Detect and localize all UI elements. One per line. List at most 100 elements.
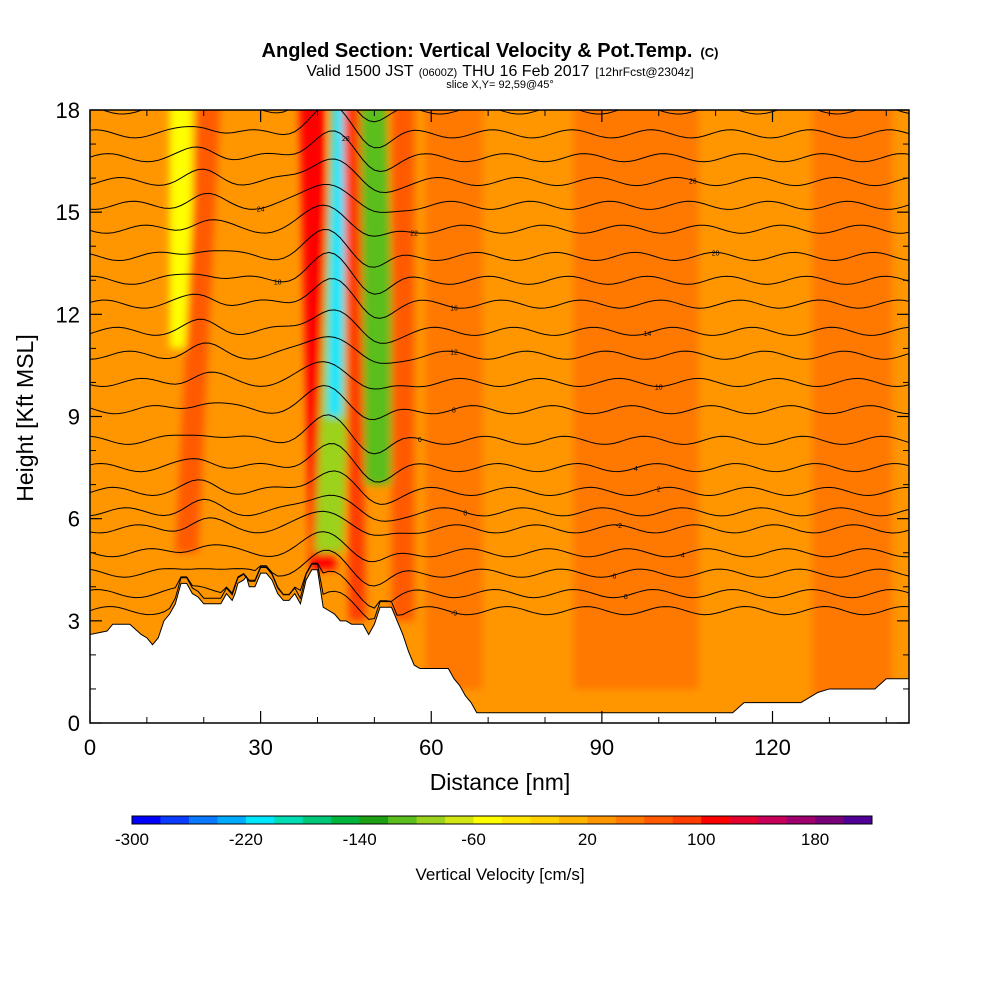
isentrope-4 <box>90 443 909 483</box>
velocity-field <box>169 110 892 723</box>
isentrope-6 <box>90 414 909 455</box>
colorbar-swatch <box>388 816 418 824</box>
isentrope-label-8: 8 <box>452 407 456 414</box>
colorbar-swatch <box>359 816 389 824</box>
isentrope-22 <box>90 204 909 237</box>
colorbar-tick-label: -60 <box>461 830 486 849</box>
isentrope-26 <box>90 158 909 194</box>
colorbar-swatch <box>274 816 304 824</box>
colorbar-swatch <box>587 816 617 824</box>
colorbar-swatch <box>160 816 190 824</box>
isentrope-label--6: -6 <box>610 573 616 580</box>
isentrope-label-22: 22 <box>410 231 418 238</box>
colorbar-swatch <box>672 816 702 824</box>
colorbar-tick-label: -300 <box>115 830 149 849</box>
x-tick-label: 30 <box>248 735 272 760</box>
isentrope-label-24: 24 <box>257 207 265 214</box>
isentrope-label-16: 16 <box>450 305 458 312</box>
colorbar-swatch <box>132 816 161 824</box>
isentrope-16 <box>90 278 909 319</box>
isentrope-label-0: 0 <box>463 510 467 517</box>
colorbar-tick-label: 100 <box>687 830 715 849</box>
isentrope-label--4: -4 <box>678 553 684 560</box>
isentrope-label-4: 4 <box>634 466 638 473</box>
colorbar-tick-label: 180 <box>801 830 829 849</box>
isentrope--8 <box>90 562 909 609</box>
y-tick-label: 6 <box>68 507 80 532</box>
colorbar: -300 -220 -140 -60 20 100 180 <box>115 815 873 849</box>
isentrope-12 <box>90 336 909 364</box>
colorbar-swatch <box>729 816 759 824</box>
isentrope-label--9: -9 <box>451 611 457 618</box>
colorbar-tick-label: -220 <box>229 830 263 849</box>
x-tick-label: 120 <box>754 735 791 760</box>
y-tick-label: 3 <box>68 609 80 634</box>
chart-title: Angled Section: Vertical Velocity & Pot.… <box>262 40 719 62</box>
colorbar-swatch <box>815 816 845 824</box>
y-axis-label: Height [Kft MSL] <box>12 334 38 501</box>
isentrope-24 <box>90 184 909 213</box>
y-tick-label: 12 <box>56 302 80 327</box>
y-tick-label: 18 <box>56 98 80 123</box>
colorbar-swatch <box>615 816 645 824</box>
isentrope-label-6: 6 <box>418 437 422 444</box>
isentrope-30 <box>90 110 909 149</box>
isentrope-label--2: -2 <box>616 523 622 530</box>
velocity-band-6 <box>391 110 415 621</box>
velocity-band-5 <box>352 110 398 485</box>
colorbar-swatch <box>445 816 475 824</box>
terrain <box>90 569 909 723</box>
colorbar-swatch <box>302 816 332 824</box>
isentrope-label--8: -8 <box>622 594 628 601</box>
velocity-band-0 <box>169 110 193 349</box>
velocity-band-9 <box>573 110 699 689</box>
colorbar-swatch <box>644 816 674 824</box>
isentrope--9 <box>90 563 909 620</box>
isentrope-label-2: 2 <box>657 487 661 494</box>
slice-info: slice X,Y= 92,59@45° <box>446 79 554 91</box>
isentrope-20 <box>90 228 909 268</box>
isentrope-label-18: 18 <box>274 280 282 287</box>
isentrope--6 <box>90 549 909 587</box>
colorbar-swatch <box>502 816 531 824</box>
colorbar-tick-label: 20 <box>578 830 597 849</box>
velocity-band-10 <box>812 110 892 723</box>
colorbar-swatch <box>217 816 247 824</box>
isentrope-18 <box>90 251 909 295</box>
colorbar-swatch <box>843 816 873 824</box>
x-tick-label: 60 <box>419 735 443 760</box>
isentrope-2 <box>90 470 909 505</box>
isentrope-28 <box>90 130 909 173</box>
colorbar-swatch <box>530 816 560 824</box>
colorbar-swatch <box>245 816 275 824</box>
x-axis-label: Distance [nm] <box>430 769 571 795</box>
colorbar-swatch <box>701 816 731 824</box>
colorbar-swatch <box>786 816 816 824</box>
velocity-band-7 <box>343 110 366 621</box>
y-tick-label: 15 <box>56 200 80 225</box>
y-tick-label: 0 <box>68 711 80 736</box>
colorbar-swatch <box>416 816 446 824</box>
colorbar-swatch <box>473 816 503 824</box>
colorbar-swatch <box>758 816 788 824</box>
isentrope-label-10: 10 <box>655 385 663 392</box>
colorbar-swatch <box>188 816 218 824</box>
colorbar-swatch <box>331 816 361 824</box>
isentrope-0 <box>90 494 909 522</box>
isentrope-label-14: 14 <box>643 331 651 338</box>
isentrope--2 <box>90 510 909 536</box>
velocity-band-8 <box>425 110 483 689</box>
chart-subtitle: Valid 1500 JST (0600Z) THU 16 Feb 2017 [12h… <box>306 63 693 80</box>
title-suffix: (C) <box>700 45 718 60</box>
isentrope-label-20: 20 <box>712 250 720 257</box>
isentrope-label-26: 26 <box>689 178 697 185</box>
velocity-band-1 <box>175 110 220 553</box>
colorbar-tick-label: -140 <box>343 830 377 849</box>
isentrope-label-28: 28 <box>342 136 350 143</box>
y-tick-label: 9 <box>68 405 80 430</box>
isentrope--4 <box>90 531 909 563</box>
